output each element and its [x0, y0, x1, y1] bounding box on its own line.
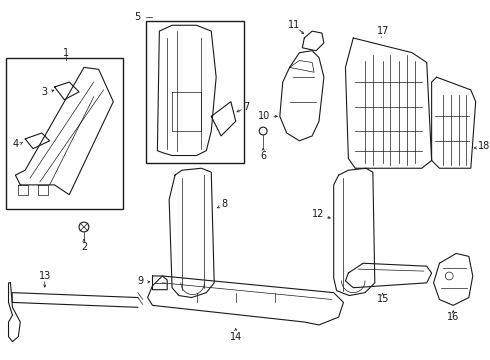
Text: 6: 6 [260, 150, 266, 161]
Text: 10: 10 [258, 111, 270, 121]
Text: 16: 16 [447, 312, 459, 322]
Text: 7: 7 [244, 102, 250, 112]
Text: 14: 14 [230, 332, 242, 342]
Text: 4: 4 [12, 139, 19, 149]
Text: 2: 2 [81, 242, 87, 252]
Text: 12: 12 [312, 209, 324, 219]
Text: 8: 8 [221, 199, 227, 210]
Text: 17: 17 [376, 26, 389, 36]
Text: 1: 1 [63, 48, 70, 58]
Bar [5, 58, 123, 210]
Text: 9: 9 [138, 276, 144, 286]
Text: 3: 3 [42, 87, 48, 97]
Text: 15: 15 [376, 294, 389, 305]
Text: 13: 13 [39, 271, 51, 281]
Text: 11: 11 [289, 20, 301, 30]
Bar [146, 21, 244, 163]
Text: 18: 18 [478, 141, 490, 151]
Text: 5: 5 [135, 13, 141, 22]
